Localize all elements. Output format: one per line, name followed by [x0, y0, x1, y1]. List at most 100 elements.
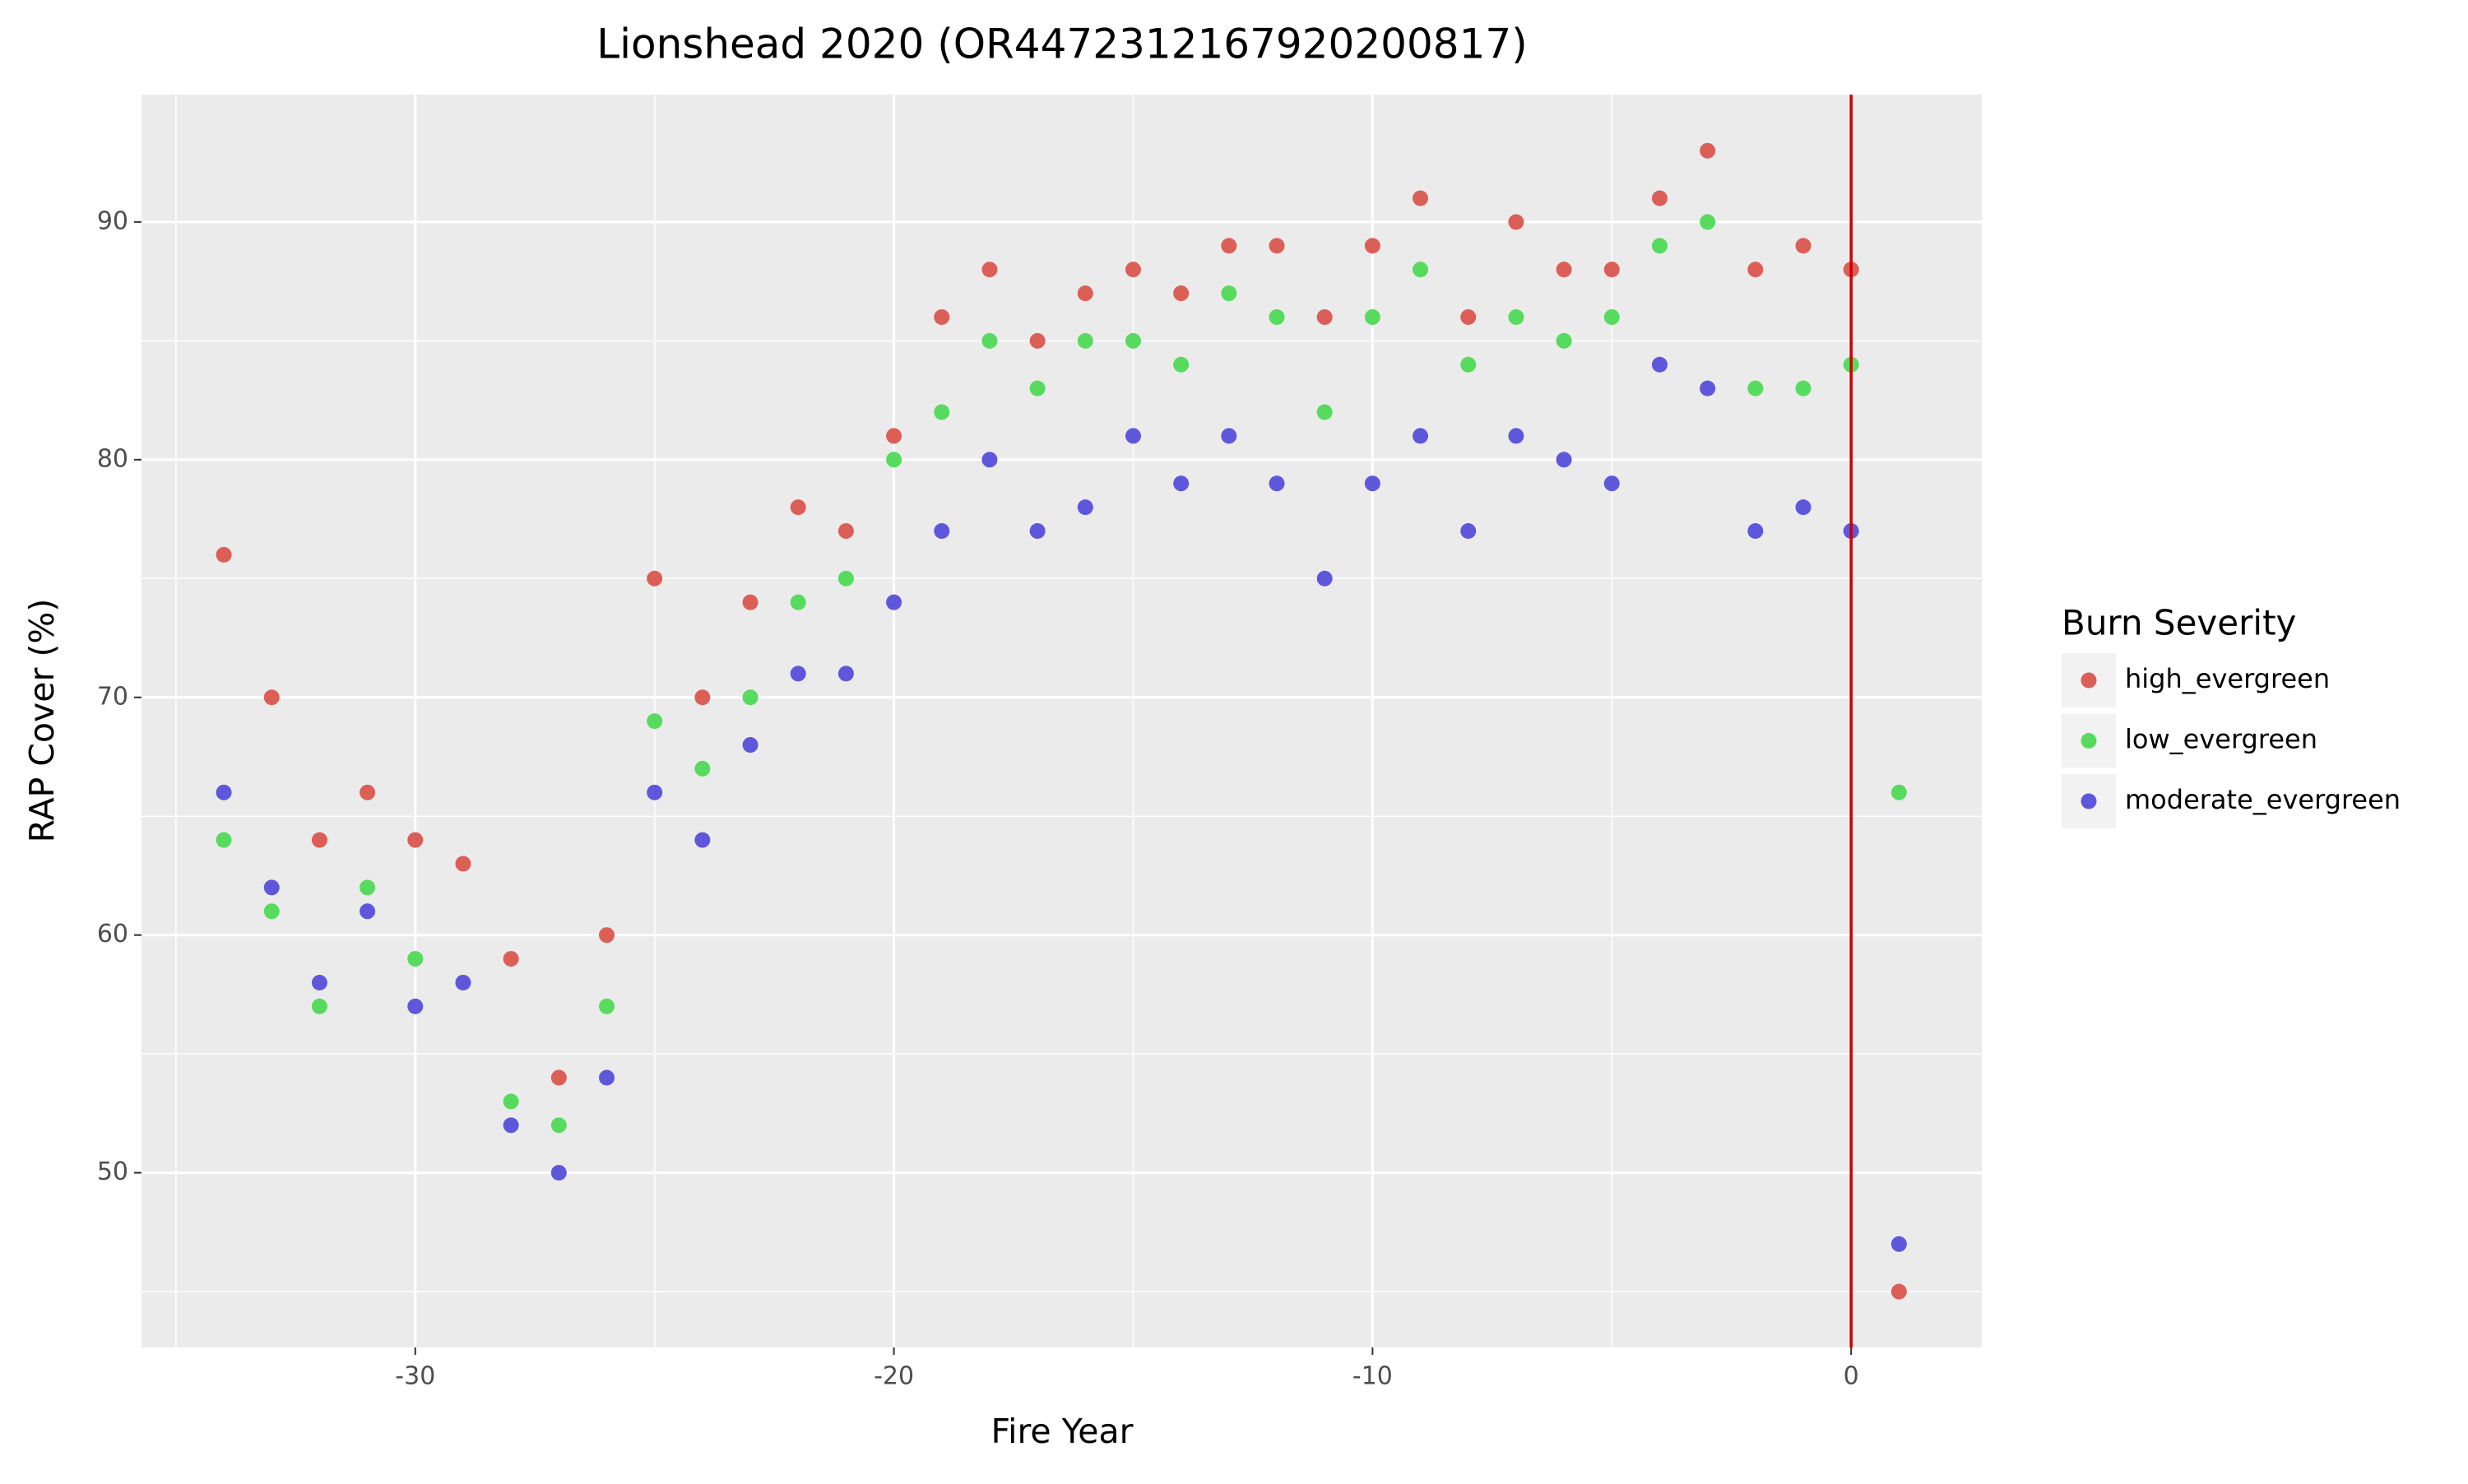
point [837, 665, 854, 682]
x-tick-label: -10 [1352, 1362, 1393, 1391]
point [1651, 238, 1668, 254]
point [550, 1165, 567, 1181]
point [790, 499, 806, 516]
point [694, 760, 711, 777]
point [790, 594, 806, 610]
marks [216, 95, 1907, 1347]
point [1460, 522, 1477, 539]
point [311, 998, 327, 1014]
point [1029, 380, 1046, 397]
point [886, 452, 902, 468]
point [1460, 308, 1477, 325]
point [1651, 190, 1668, 206]
point [263, 689, 280, 706]
point [1700, 214, 1716, 230]
point [1029, 332, 1046, 349]
x-axis-label: Fire Year [990, 1412, 1133, 1451]
legend-marker [2081, 793, 2097, 809]
point [216, 784, 232, 800]
point [599, 927, 615, 944]
point [694, 832, 711, 848]
point [407, 832, 424, 848]
point [1508, 428, 1524, 444]
chart-title: Lionshead 2020 (OR4472312167920200817) [596, 21, 1527, 68]
point [1173, 285, 1190, 302]
point [742, 689, 758, 706]
point [360, 903, 376, 920]
panel-background [141, 95, 1982, 1347]
point [1651, 356, 1668, 373]
legend-marker [2081, 733, 2097, 749]
x-tick-label: -20 [874, 1362, 914, 1391]
point [1508, 308, 1524, 325]
point [1747, 262, 1764, 278]
point [790, 665, 806, 682]
point [1077, 499, 1093, 516]
legend-label: high_evergreen [2125, 663, 2330, 694]
legend-marker [2081, 672, 2097, 689]
point [1556, 452, 1572, 468]
point [742, 737, 758, 754]
point [1700, 142, 1716, 159]
point [1890, 1283, 1907, 1300]
point [1890, 1236, 1907, 1252]
point [1556, 332, 1572, 349]
point [1077, 285, 1093, 302]
point [1316, 308, 1333, 325]
point [981, 452, 998, 468]
point [981, 262, 998, 278]
point [455, 856, 471, 872]
x-tick-label: 0 [1844, 1362, 1859, 1391]
point [216, 546, 232, 563]
point [503, 951, 519, 967]
point [1221, 238, 1237, 254]
point [1173, 356, 1190, 373]
legend-label: moderate_evergreen [2125, 784, 2401, 815]
point [216, 832, 232, 848]
point [599, 1069, 615, 1086]
point [837, 570, 854, 587]
point [550, 1117, 567, 1134]
point [311, 832, 327, 848]
y-axis-label: RAP Cover (%) [22, 599, 62, 843]
point [886, 428, 902, 444]
point [1269, 475, 1285, 492]
point [1269, 308, 1285, 325]
point [647, 713, 663, 730]
point [647, 784, 663, 800]
point [1029, 522, 1046, 539]
point [503, 1117, 519, 1134]
point [1747, 522, 1764, 539]
point [1269, 238, 1285, 254]
point [934, 308, 950, 325]
point [1603, 308, 1620, 325]
y-tick-label: 50 [97, 1157, 128, 1186]
point [1556, 262, 1572, 278]
point [1603, 262, 1620, 278]
point [742, 594, 758, 610]
point [503, 1093, 519, 1110]
point [1173, 475, 1190, 492]
point [1125, 332, 1141, 349]
point [1077, 332, 1093, 349]
point [981, 332, 998, 349]
y-tick-label: 90 [97, 206, 128, 235]
point [1125, 262, 1141, 278]
point [1508, 214, 1524, 230]
point [1221, 285, 1237, 302]
legend-title: Burn Severity [2062, 603, 2296, 643]
point [837, 522, 854, 539]
point [1316, 404, 1333, 420]
point [647, 570, 663, 587]
point [1413, 190, 1429, 206]
point [1795, 380, 1812, 397]
point [694, 689, 711, 706]
point [550, 1069, 567, 1086]
point [1795, 238, 1812, 254]
point [263, 903, 280, 920]
x-tick-label: -30 [395, 1362, 435, 1391]
point [1413, 262, 1429, 278]
point [1460, 356, 1477, 373]
point [263, 879, 280, 896]
